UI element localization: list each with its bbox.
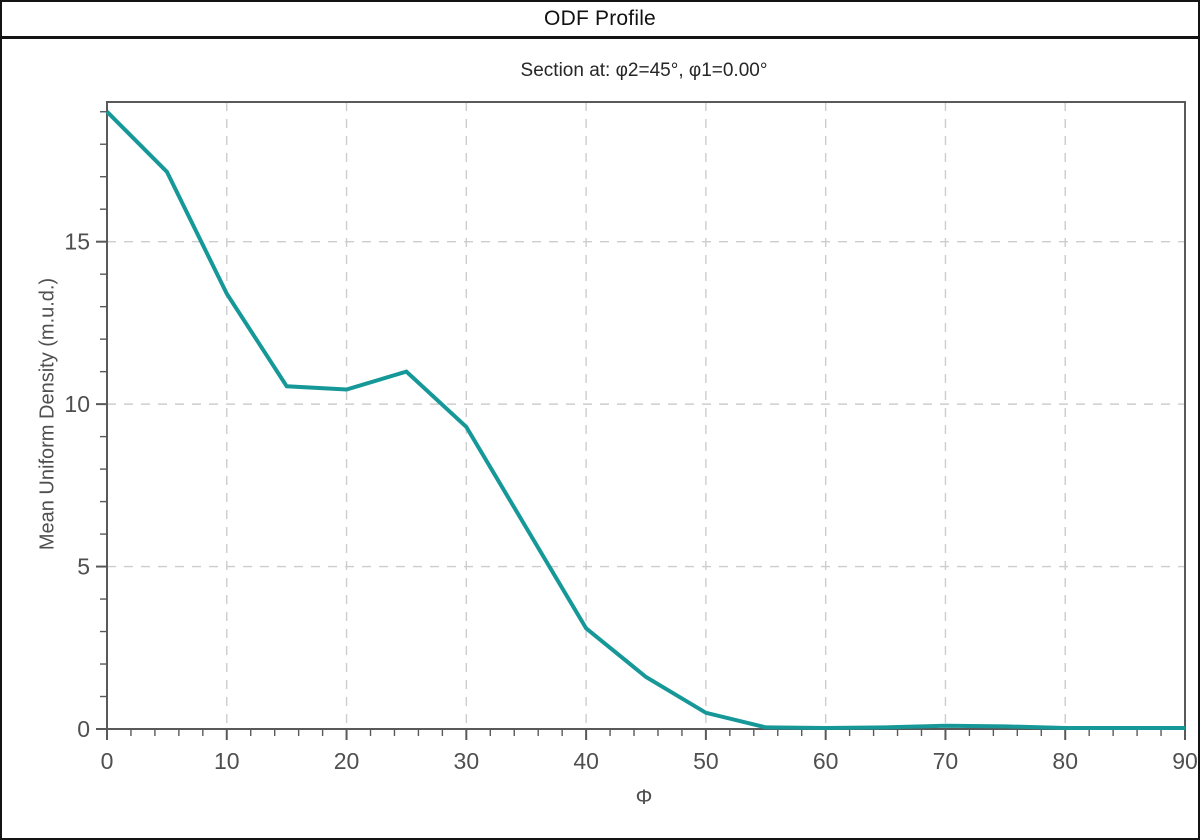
chart-subtitle: Section at: φ2=45°, φ1=0.00° xyxy=(520,60,768,81)
x-tick-label: 40 xyxy=(573,748,599,774)
x-tick-label: 20 xyxy=(334,748,360,774)
y-tick-label: 10 xyxy=(64,391,90,417)
x-tick-label: 70 xyxy=(933,748,959,774)
plot-frame xyxy=(106,101,1186,730)
y-axis-label: Mean Uniform Density (m.u.d.) xyxy=(36,277,59,551)
x-tick-label: 90 xyxy=(1172,748,1198,774)
series-line xyxy=(105,110,1185,731)
y-tick-label: 15 xyxy=(64,229,90,255)
y-tick-label: 5 xyxy=(77,554,90,580)
x-tick-label: 60 xyxy=(813,748,839,774)
x-tick-label: 30 xyxy=(454,748,480,774)
x-tick-label: 10 xyxy=(214,748,240,774)
x-tick-label: 80 xyxy=(1052,748,1078,774)
x-tick-label: 50 xyxy=(693,748,719,774)
x-axis-label: Φ xyxy=(635,786,653,809)
window-title: ODF Profile xyxy=(544,7,656,30)
x-tick-label: 0 xyxy=(101,748,114,774)
y-tick-label: 0 xyxy=(77,716,90,742)
title-bar: ODF Profile xyxy=(2,2,1198,39)
